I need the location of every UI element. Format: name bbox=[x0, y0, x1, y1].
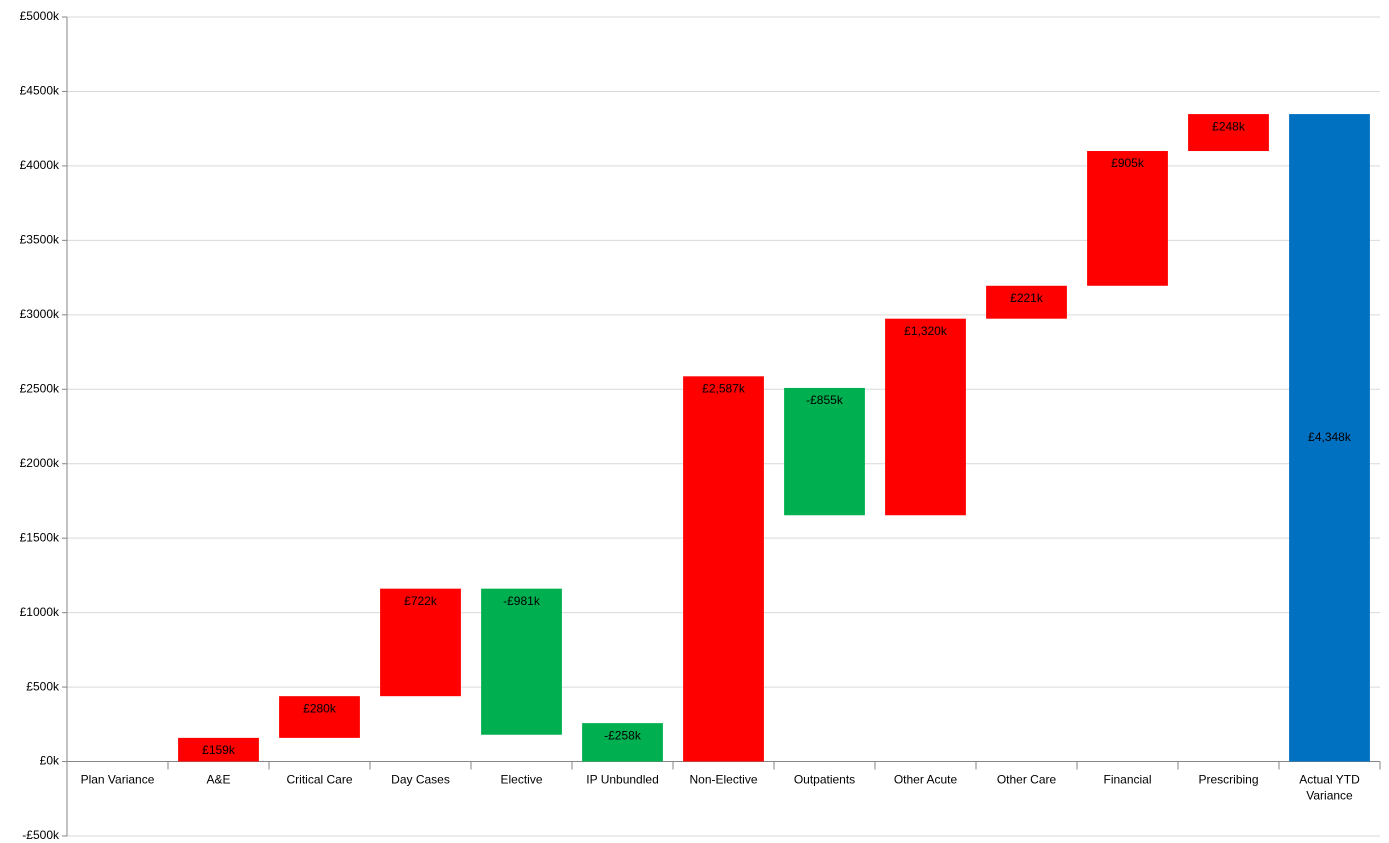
y-tick-label: £1500k bbox=[20, 530, 60, 544]
value-label: -£981k bbox=[503, 594, 541, 608]
value-label: £280k bbox=[303, 701, 337, 715]
value-label: £1,320k bbox=[904, 324, 948, 338]
value-label: £221k bbox=[1010, 291, 1044, 305]
bar bbox=[481, 588, 562, 735]
y-tick-label: £5000k bbox=[20, 9, 60, 23]
y-tick-label: £3000k bbox=[20, 307, 60, 321]
y-tick-label: £1000k bbox=[20, 605, 60, 619]
y-tick-label: £500k bbox=[26, 679, 60, 693]
x-tick-label: IP Unbundled bbox=[586, 773, 659, 787]
bar bbox=[986, 285, 1067, 319]
x-tick-label: Plan Variance bbox=[81, 773, 155, 787]
y-tick-label: -£500k bbox=[22, 828, 60, 842]
bar bbox=[885, 318, 966, 516]
value-label: £248k bbox=[1212, 119, 1246, 133]
x-tick-label: Critical Care bbox=[286, 773, 352, 787]
x-tick-label: Outpatients bbox=[794, 773, 855, 787]
bar bbox=[380, 588, 461, 697]
bar bbox=[582, 723, 663, 762]
bar bbox=[1289, 114, 1370, 762]
value-label: -£855k bbox=[806, 393, 844, 407]
x-tick-label: Other Care bbox=[997, 773, 1057, 787]
value-label: £4,348k bbox=[1308, 430, 1352, 444]
y-tick-label: £0k bbox=[40, 754, 60, 768]
y-tick-label: £2500k bbox=[20, 381, 60, 395]
value-label: £905k bbox=[1111, 156, 1145, 170]
x-tick-label: A&E bbox=[206, 773, 230, 787]
y-tick-label: £4000k bbox=[20, 158, 60, 172]
bar bbox=[784, 387, 865, 516]
y-tick-label: £3500k bbox=[20, 233, 60, 247]
value-label: £722k bbox=[404, 594, 438, 608]
bar bbox=[279, 696, 360, 738]
x-tick-label: Elective bbox=[500, 773, 542, 787]
y-tick-label: £4500k bbox=[20, 84, 60, 98]
value-label: £159k bbox=[202, 743, 236, 757]
value-label: £2,587k bbox=[702, 381, 746, 395]
x-tick-label: Financial bbox=[1103, 773, 1151, 787]
x-tick-label: Actual YTD Variance bbox=[1299, 773, 1360, 803]
x-tick-label: Prescribing bbox=[1198, 773, 1258, 787]
x-tick-label: Day Cases bbox=[391, 773, 450, 787]
y-tick-label: £2000k bbox=[20, 456, 60, 470]
x-tick-label: Other Acute bbox=[894, 773, 958, 787]
bar bbox=[1188, 114, 1269, 152]
bar bbox=[1087, 151, 1168, 286]
value-label: -£258k bbox=[604, 728, 642, 742]
bar bbox=[178, 737, 259, 762]
x-tick-label: Non-Elective bbox=[689, 773, 757, 787]
bar bbox=[683, 376, 764, 762]
